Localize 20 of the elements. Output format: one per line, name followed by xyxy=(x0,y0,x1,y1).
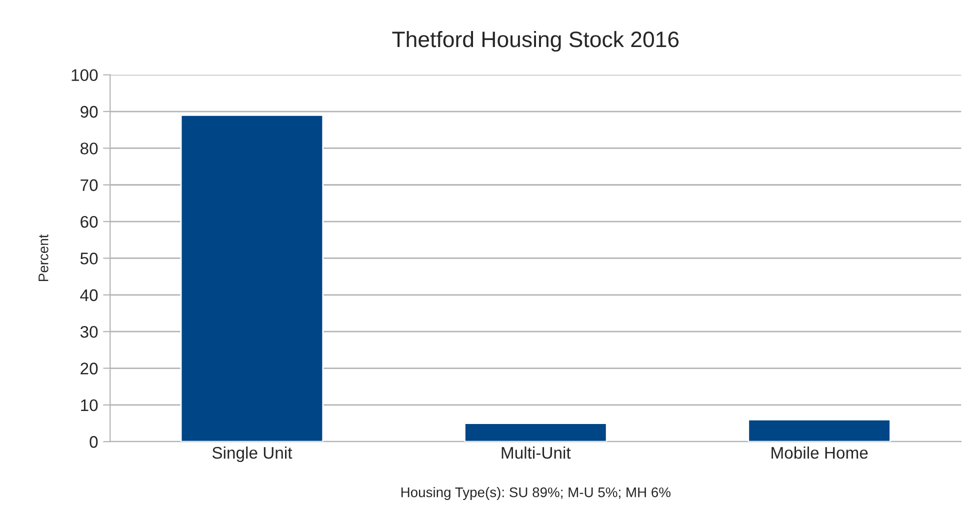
chart-title: Thetford Housing Stock 2016 xyxy=(392,30,679,52)
x-tick-label: Single Unit xyxy=(212,446,292,462)
y-tick-label: 80 xyxy=(80,142,98,154)
y-tick-label: 20 xyxy=(80,362,98,374)
bar xyxy=(464,422,608,442)
y-tick-label: 70 xyxy=(80,179,98,192)
x-tick-label: Multi-Unit xyxy=(502,446,571,459)
x-tick-label: Mobile Home xyxy=(772,446,868,459)
bar xyxy=(748,418,891,442)
y-tick-label: 40 xyxy=(80,289,98,302)
y-tick-label: 50 xyxy=(80,252,98,264)
y-tick-label: 90 xyxy=(80,106,98,118)
y-tick-label: 10 xyxy=(81,399,98,412)
y-tick-label: 60 xyxy=(80,216,98,228)
y-tick-label: 30 xyxy=(80,326,98,338)
bar xyxy=(180,114,324,442)
y-axis-title: Percent xyxy=(38,234,48,282)
y-tick-label: 100 xyxy=(72,69,98,82)
x-axis-title: Housing Type(s): SU 89%; M-U 5%; MH 6% xyxy=(401,487,670,500)
y-tick-label: 0 xyxy=(90,436,98,448)
